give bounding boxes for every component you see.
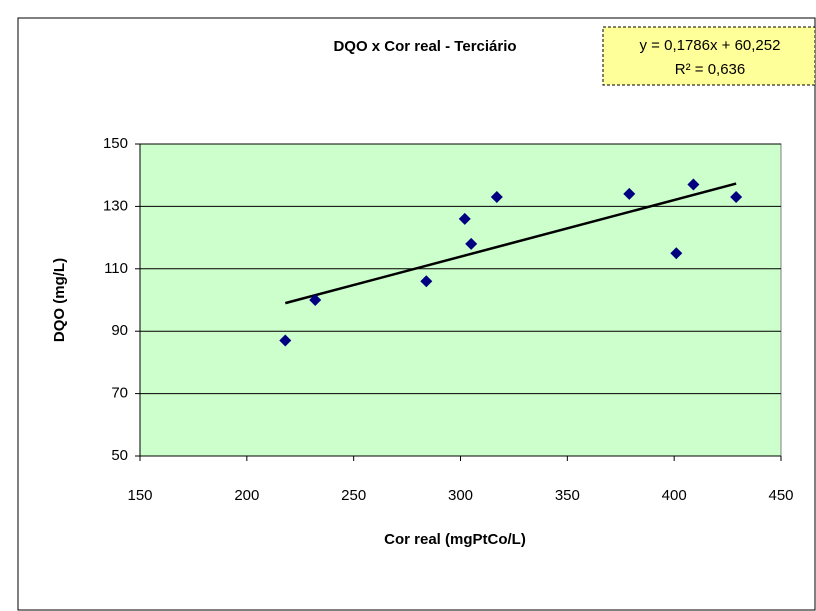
point — [730, 191, 743, 204]
point — [309, 294, 322, 306]
chart-title: DQO x Cor real - Terciário — [333, 38, 516, 55]
y-tick-label: 110 — [104, 260, 128, 277]
y-tick-label: 130 — [103, 197, 128, 214]
x-tick-label: 300 — [448, 487, 473, 504]
y-tick-label: 90 — [111, 322, 128, 339]
point — [279, 334, 292, 347]
equation-box — [602, 26, 816, 86]
point — [420, 275, 433, 288]
plot-area — [139, 143, 782, 457]
point — [458, 212, 471, 225]
x-tick-label: 250 — [341, 487, 366, 504]
x-tick-label: 400 — [662, 487, 687, 504]
x-tick-label: 150 — [127, 487, 152, 504]
point — [490, 191, 503, 204]
y-axis-label: DQO (mg/L) — [51, 258, 68, 342]
x-tick-label: 350 — [555, 487, 580, 504]
y-tick-label: 50 — [111, 447, 128, 464]
y-tick-label: 70 — [111, 385, 128, 402]
equation: y = 0,1786x + 60,252 — [640, 37, 781, 54]
r-squared: R² = 0,636 — [675, 61, 745, 78]
point — [465, 237, 478, 250]
x-tick-label: 200 — [234, 487, 259, 504]
point — [687, 178, 700, 191]
x-tick-label: 450 — [768, 487, 793, 504]
point — [623, 187, 636, 200]
trendline — [284, 182, 737, 305]
x-axis-label: Cor real (mgPtCo/L) — [384, 531, 526, 548]
point — [670, 247, 683, 260]
y-tick-label: 150 — [103, 135, 128, 152]
